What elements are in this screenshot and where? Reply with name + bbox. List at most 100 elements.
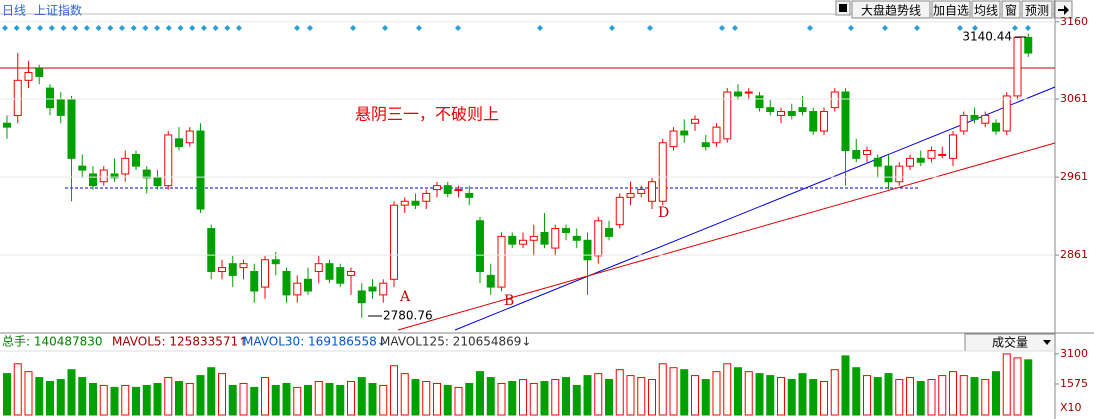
- toolbar-label: 加自选: [933, 4, 969, 18]
- candle-body: [594, 220, 603, 257]
- signal-diamond: [72, 25, 79, 31]
- volume-bar: [562, 377, 570, 416]
- volume-bar: [390, 365, 398, 416]
- volume-bar: [744, 371, 753, 416]
- candle-body: [325, 263, 334, 280]
- candle-body: [529, 235, 538, 241]
- volume-bar: [787, 379, 796, 416]
- volume-bar: [594, 373, 603, 416]
- period-label: 日线: [2, 4, 26, 18]
- volume-bar: [497, 382, 506, 416]
- candle-body: [981, 114, 990, 124]
- candle-body: [755, 95, 764, 109]
- candle-body: [691, 118, 699, 124]
- volume-bar: [314, 381, 323, 416]
- candle-body: [626, 192, 635, 198]
- signal-diamond: [609, 25, 615, 31]
- signal-diamond: [236, 25, 242, 31]
- signal-diamond: [177, 25, 184, 31]
- signal-diamond: [914, 25, 920, 31]
- candle-body: [142, 169, 151, 179]
- index-title: 上证指数: [34, 3, 82, 18]
- volume-bar: [271, 384, 280, 416]
- candle-body: [744, 91, 753, 94]
- volume-bar: [454, 386, 463, 416]
- candle-body: [465, 192, 474, 198]
- toolbar: 大盘趋势线 加自选 均线窗预测: [835, 0, 1073, 19]
- volume-bar: [734, 367, 742, 416]
- candle-body: [411, 200, 420, 206]
- volume-bar: [368, 382, 377, 416]
- signal-diamond: [37, 25, 44, 31]
- candle-body: [99, 169, 108, 183]
- signal-diamond: [165, 25, 172, 31]
- volume-bar: [121, 384, 130, 416]
- candle-body: [347, 270, 355, 276]
- volume-bar: [422, 381, 431, 416]
- candle-body: [239, 263, 248, 269]
- signal-row: [2, 25, 1031, 31]
- volume-bar: [863, 375, 871, 416]
- toolbar-button[interactable]: [851, 0, 931, 19]
- volume-legend: MAVOL125: 210654869↓: [380, 335, 531, 349]
- candle-body: [605, 228, 613, 237]
- volume-bar: [13, 363, 22, 416]
- volume-bar: [239, 382, 248, 416]
- volume-bar: [336, 384, 345, 416]
- point-label: A: [399, 289, 411, 305]
- volume-bar: [486, 377, 495, 416]
- signal-diamond: [107, 25, 114, 31]
- candle-body: [583, 239, 592, 261]
- volume-bar: [56, 379, 65, 416]
- volume-bar: [218, 373, 226, 416]
- toolbar-button[interactable]: [971, 0, 1001, 19]
- candle-body: [572, 235, 581, 241]
- toolbar-icon-mark: [839, 4, 847, 12]
- volume-bar: [304, 384, 312, 416]
- volume-legend: 总手: 140487830: [2, 335, 103, 349]
- candle-body: [271, 259, 280, 265]
- candle-body: [906, 157, 914, 167]
- volume-bar: [906, 377, 914, 416]
- candle-body: [863, 150, 871, 155]
- candle-body: [78, 165, 87, 171]
- signal-diamond: [212, 25, 219, 31]
- volume-bar: [841, 355, 850, 416]
- volume-bar: [992, 371, 1000, 416]
- signal-diamond: [142, 25, 149, 31]
- toolbar-button[interactable]: [931, 0, 971, 19]
- volume-bar: [465, 382, 474, 416]
- signal-diamond: [732, 25, 738, 31]
- volume-bar: [24, 371, 33, 416]
- candle-body: [777, 111, 785, 116]
- toolbar-button[interactable]: [1001, 0, 1021, 19]
- candle-body: [400, 200, 409, 206]
- candle-body: [615, 196, 624, 226]
- volume-bar: [347, 381, 355, 416]
- candle-body: [35, 68, 44, 77]
- volume-bar: [153, 382, 162, 416]
- candle-body: [648, 181, 656, 202]
- signal-diamond: [455, 25, 461, 31]
- volume-bar: [927, 379, 936, 416]
- signal-diamond: [647, 25, 653, 31]
- signal-diamond: [83, 25, 90, 31]
- candle-body: [519, 239, 527, 245]
- volume-bar: [400, 373, 409, 416]
- volume-legend: MAVOL30: 169186558↓: [243, 335, 387, 349]
- volume-bar: [35, 377, 44, 416]
- volume-bar: [325, 382, 334, 416]
- volume-bar: [981, 379, 990, 416]
- toolbar-button[interactable]: [1021, 0, 1053, 19]
- candle-body: [540, 231, 549, 245]
- signal-diamond: [2, 25, 8, 31]
- dropdown-arrow: [1043, 340, 1051, 345]
- volume-bar: [766, 375, 775, 416]
- candle-body: [314, 263, 323, 272]
- signal-diamond: [154, 25, 161, 31]
- candle-body: [293, 282, 302, 296]
- volume-bar: [46, 381, 54, 416]
- candle-body: [701, 142, 710, 148]
